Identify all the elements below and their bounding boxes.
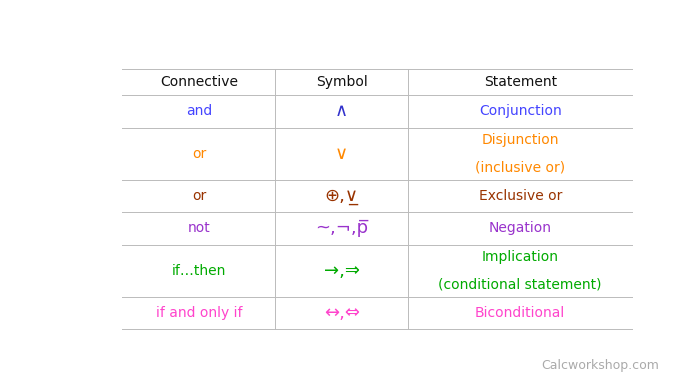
Text: Connective: Connective [160,75,238,89]
Text: ↔,⇔: ↔,⇔ [324,304,360,322]
Text: Exclusive or: Exclusive or [479,189,562,203]
Text: (conditional statement): (conditional statement) [439,278,602,292]
Text: ⊕,∨̲: ⊕,∨̲ [325,187,359,205]
Text: (inclusive or): (inclusive or) [475,160,565,175]
Text: Disjunction: Disjunction [481,133,559,147]
Text: ∧: ∧ [335,102,348,120]
Text: Statement: Statement [483,75,557,89]
Text: Implication: Implication [481,250,559,264]
Text: not: not [188,221,210,236]
Text: Conjunction: Conjunction [479,104,562,118]
Text: if…then: if…then [172,264,226,278]
Text: and: and [186,104,212,118]
Text: or: or [192,189,206,203]
Text: if and only if: if and only if [156,306,242,320]
Text: ~,¬,p̅: ~,¬,p̅ [315,219,369,237]
Text: Symbol: Symbol [316,75,368,89]
Text: ∨: ∨ [335,145,348,162]
Text: Calcworkshop.com: Calcworkshop.com [542,358,660,372]
Text: →,⇒: →,⇒ [324,262,360,280]
Text: or: or [192,147,206,160]
Text: Negation: Negation [489,221,551,236]
Text: Biconditional: Biconditional [475,306,565,320]
